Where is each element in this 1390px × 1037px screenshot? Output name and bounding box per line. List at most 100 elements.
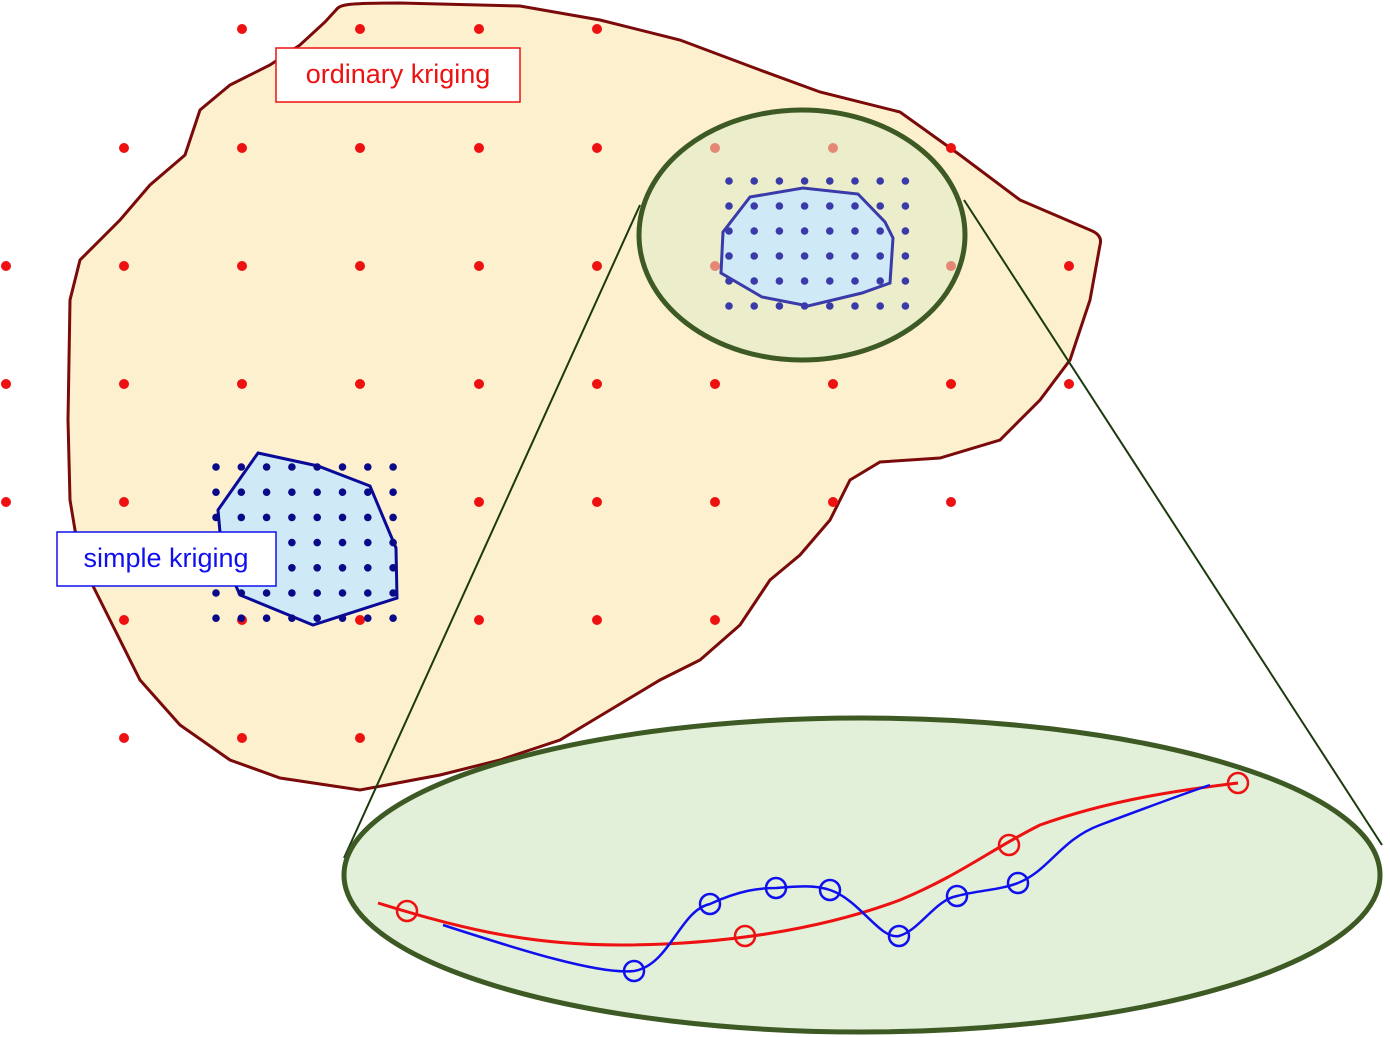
dot — [237, 733, 247, 743]
dot — [901, 277, 910, 285]
dot — [851, 202, 859, 210]
dot — [710, 615, 720, 625]
dot — [1, 379, 11, 389]
simple-points — [622, 871, 1030, 983]
dot — [364, 589, 372, 597]
dot — [826, 177, 834, 185]
dot — [1064, 261, 1074, 271]
dot — [364, 614, 372, 622]
dot — [288, 463, 296, 471]
dot — [313, 488, 322, 497]
dot — [237, 589, 246, 597]
dot — [119, 615, 129, 625]
dot — [474, 615, 484, 625]
dot — [876, 302, 884, 310]
dot — [262, 488, 271, 497]
dot — [364, 463, 372, 471]
dot — [750, 202, 758, 210]
dot — [355, 615, 365, 625]
dot — [212, 488, 220, 497]
dot — [775, 302, 784, 310]
dot — [710, 497, 720, 507]
dot — [592, 615, 602, 625]
dot — [851, 302, 859, 310]
dot — [800, 227, 809, 235]
dot — [946, 143, 956, 153]
simple-label: simple kriging — [83, 543, 248, 573]
dot — [364, 513, 372, 522]
dot — [288, 564, 296, 572]
dot — [338, 488, 347, 497]
dot — [851, 277, 859, 285]
dot — [826, 252, 834, 260]
dot — [288, 614, 296, 622]
dot — [474, 24, 484, 34]
dot — [262, 589, 271, 597]
dot — [876, 277, 884, 285]
dot — [389, 488, 397, 497]
dot — [288, 513, 296, 522]
zoom-line — [343, 204, 641, 859]
dot — [212, 589, 220, 597]
dot — [725, 302, 733, 310]
dot — [389, 538, 397, 547]
dot — [901, 227, 910, 235]
dot — [901, 302, 910, 310]
dot — [946, 379, 956, 389]
ordinary-block — [719, 186, 895, 308]
ordinary-label-box — [275, 47, 521, 103]
dot — [826, 277, 834, 285]
dot — [237, 379, 247, 389]
dot — [364, 538, 372, 547]
zoom-ellipse — [341, 715, 1383, 1035]
dot — [237, 488, 246, 497]
zoom-line — [963, 199, 1383, 846]
dot — [355, 143, 365, 153]
dot — [800, 202, 809, 210]
dot — [800, 252, 809, 260]
dot — [313, 538, 322, 547]
dot — [313, 614, 322, 622]
dot — [389, 589, 397, 597]
dot — [212, 513, 220, 522]
dot — [313, 463, 322, 471]
dot — [364, 564, 372, 572]
ordinary-curve — [377, 781, 1239, 947]
dot — [592, 24, 602, 34]
dot — [237, 614, 246, 622]
dot — [725, 177, 733, 185]
dot — [775, 252, 784, 260]
dot — [750, 252, 758, 260]
dot — [851, 252, 859, 260]
dot — [826, 302, 834, 310]
dot — [876, 252, 884, 260]
simple-label-box — [56, 531, 277, 587]
dot — [355, 24, 365, 34]
dot — [313, 589, 322, 597]
dot — [338, 538, 347, 547]
dot — [262, 513, 271, 522]
simple-curve — [442, 783, 1211, 973]
dot — [389, 564, 397, 572]
dot — [901, 177, 910, 185]
dot — [313, 513, 322, 522]
dot — [389, 513, 397, 522]
dot — [592, 379, 602, 389]
dot — [901, 252, 910, 260]
dot — [800, 277, 809, 285]
dot — [364, 488, 372, 497]
dot — [946, 497, 956, 507]
dot — [750, 177, 758, 185]
dot — [338, 463, 347, 471]
dot — [775, 177, 784, 185]
dot — [775, 227, 784, 235]
dot — [237, 143, 247, 153]
dot — [119, 143, 129, 153]
dot — [389, 614, 397, 622]
dot — [826, 202, 834, 210]
dot — [592, 261, 602, 271]
dot — [1, 497, 11, 507]
dot — [338, 513, 347, 522]
ordinary-grid — [1, 24, 1074, 743]
